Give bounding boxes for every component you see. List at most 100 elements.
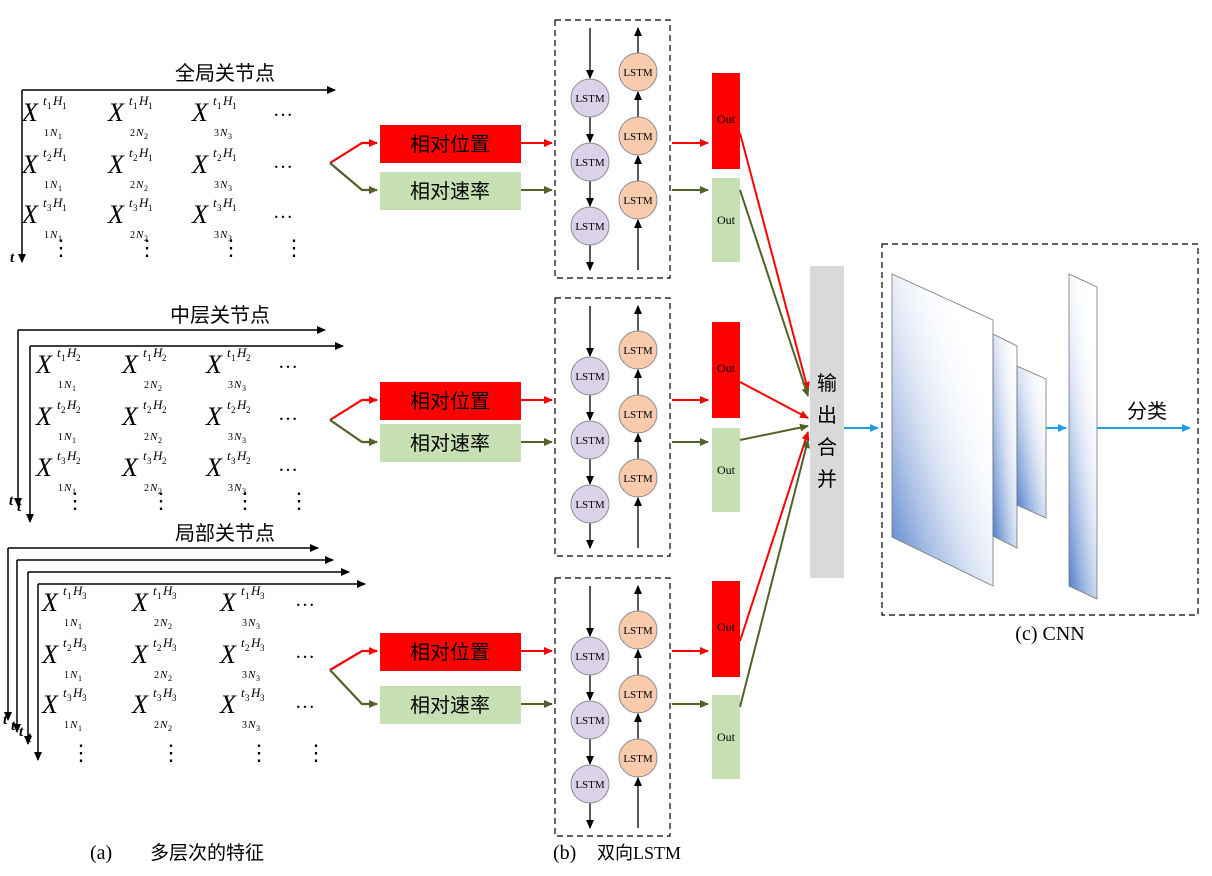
sup-t: t [213,93,217,108]
column-vdots: ⋮ [150,488,172,513]
sup-t-sub: 2 [61,405,66,415]
row-ellipsis: … [273,99,293,121]
relative-position-label: 相对位置 [410,641,490,664]
backward-lstm-cell [618,116,658,156]
sub-n-sub: 1 [78,622,82,631]
t-axis-label: t [11,718,16,734]
sub-num: 3 [214,180,219,191]
forward-lstm-label: LSTM [575,435,605,447]
to-merge-arrow-green [739,423,809,441]
backward-lstm-cell [618,52,658,92]
forward-lstm-label: LSTM [575,715,605,727]
sup-h: H [152,397,163,412]
sup-t-sub: 2 [147,405,152,415]
forward-lstm-label: LSTM [575,779,605,791]
sub-n: N [49,179,58,191]
sup-t-sub: 3 [67,693,72,703]
sup-h: H [72,583,83,598]
sub-num: 1 [58,380,63,391]
out-box-red [712,73,740,169]
sup-h: H [52,93,63,108]
sup-h-sub: 1 [148,101,153,111]
relative-position-box [380,382,521,420]
row-ellipsis: … [278,351,298,373]
forward-lstm-cell [570,142,610,182]
column-vdots: ⋮ [234,488,256,513]
out-label-green: Out [717,730,736,744]
sub-n-sub: 2 [158,436,162,445]
t-axis-label: t [17,499,22,515]
entry-symbol: X [21,98,39,127]
relative-velocity-box [380,424,521,462]
row-ellipsis: … [295,589,315,611]
sup-t: t [153,583,157,598]
backward-lstm-label: LSTM [623,753,653,765]
sub-num: 3 [242,720,247,731]
sup-t-sub: 3 [47,203,52,213]
caption-c-text: (c) CNN [1015,623,1084,645]
sub-n-sub: 1 [58,184,62,193]
row-ellipsis: … [278,454,298,476]
sup-h-sub: 3 [260,693,265,703]
sup-t-sub: 1 [231,353,236,363]
sub-n-sub: 1 [72,436,76,445]
output-merge-bar [810,266,844,578]
sub-num: 3 [228,432,233,443]
entry-symbol: X [35,350,53,379]
column-vdots: ⋮ [248,740,270,765]
sub-num: 1 [44,230,49,241]
column-vdots: ⋮ [64,488,86,513]
sup-t-sub: 3 [147,456,152,466]
sup-h: H [162,635,173,650]
sub-n-sub: 3 [256,622,260,631]
out-box-red [712,322,740,418]
backward-lstm-cell [618,330,658,370]
to-merge-arrow-red [739,381,809,419]
column-vdots: ⋮ [70,740,92,765]
entry-symbol: X [191,200,209,229]
merge-char: 合 [817,436,837,459]
row-ellipsis: … [278,403,298,425]
sup-h: H [66,397,77,412]
forward-lstm-label: LSTM [575,93,605,105]
entry-symbol: X [21,150,39,179]
sub-n: N [69,617,78,629]
sup-h: H [138,93,149,108]
sup-h: H [250,583,261,598]
entry-symbol: X [219,640,237,669]
sub-n-sub: 2 [158,487,162,496]
sup-t: t [63,635,67,650]
sup-t-sub: 1 [61,353,66,363]
relative-velocity-label: 相对速率 [410,180,490,203]
row-ellipsis: … [273,201,293,223]
sub-num: 1 [64,720,69,731]
sub-n: N [233,379,242,391]
out-label-red: Out [717,112,736,126]
sup-h: H [162,685,173,700]
entry-symbol: X [107,150,125,179]
backward-lstm-cell [618,394,658,434]
sup-h-sub: 1 [232,101,237,111]
sup-h-sub: 2 [246,405,251,415]
cnn-feature-map-small [1016,365,1047,519]
relative-position-label: 相对位置 [410,390,490,413]
sup-h: H [152,448,163,463]
backward-lstm-label: LSTM [623,195,653,207]
sub-n-sub: 3 [256,674,260,683]
sup-t: t [43,195,47,210]
cnn-dashed-frame [881,243,1199,616]
classify-label: 分类 [1127,400,1167,423]
sub-n: N [63,379,72,391]
sub-n-sub: 3 [228,184,232,193]
